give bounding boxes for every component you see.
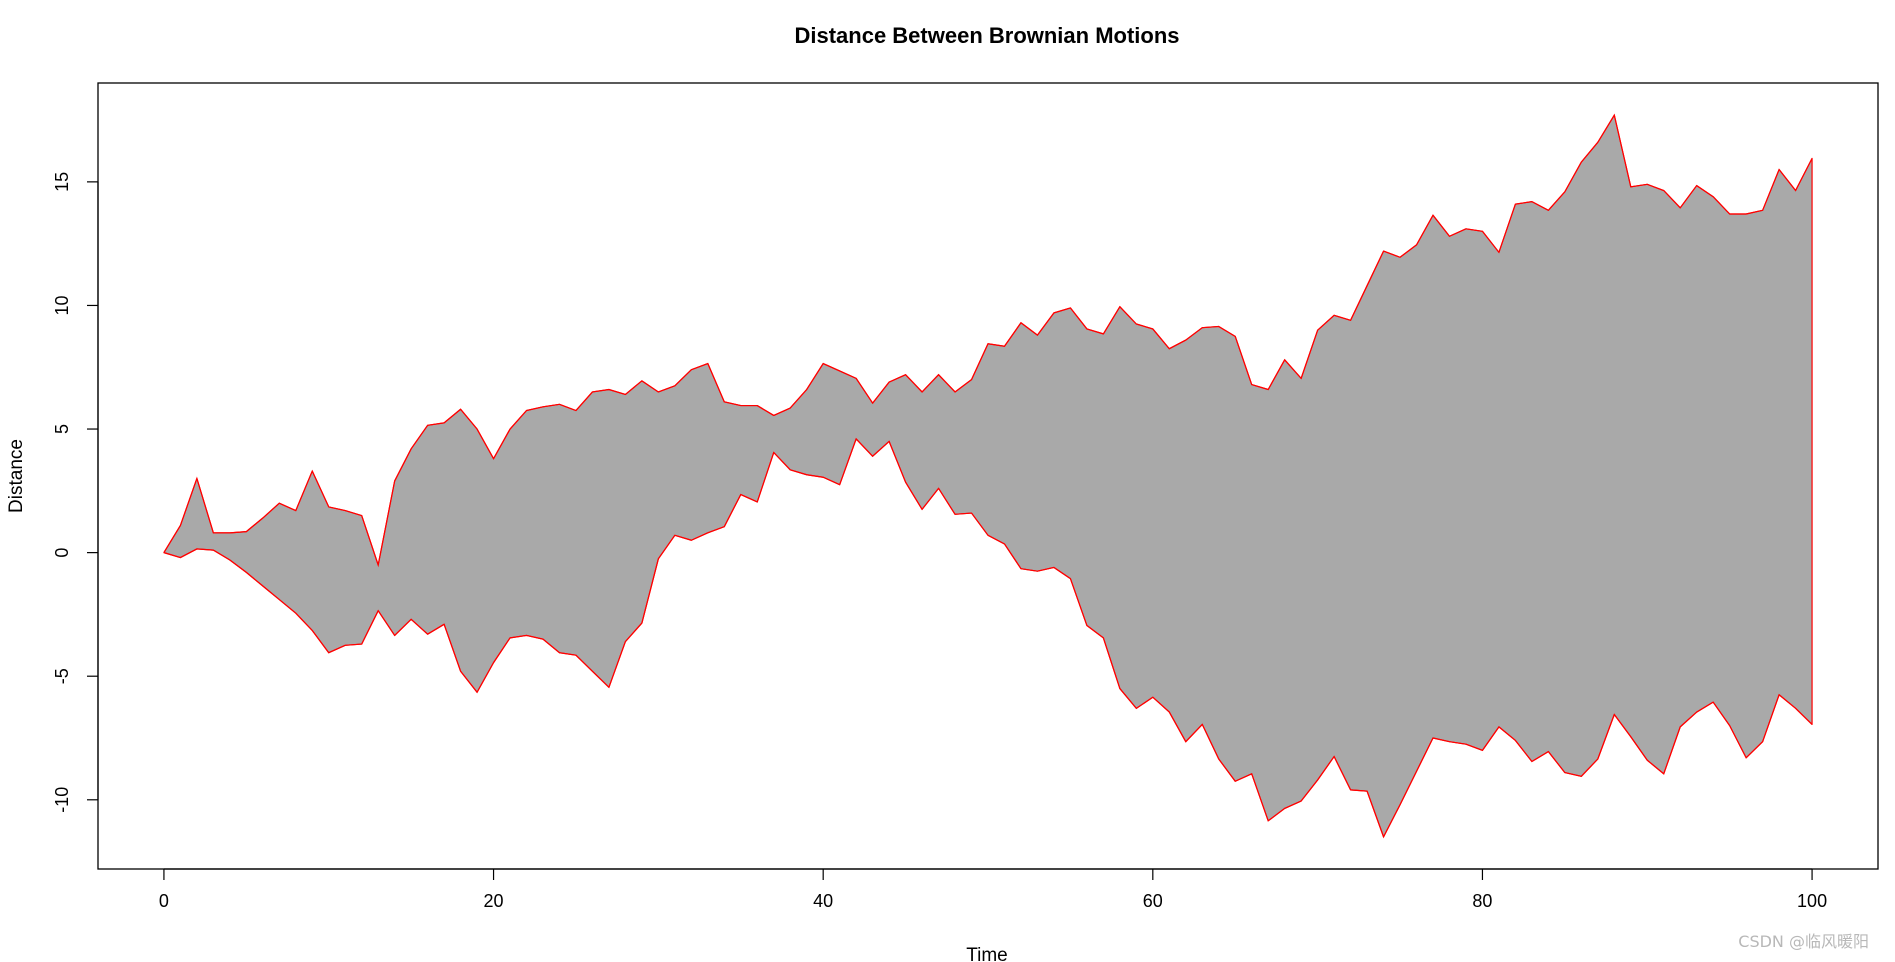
x-tick-label: 60 [1143,891,1163,911]
x-tick-label: 100 [1797,891,1827,911]
lower-boundary-line [163,437,1813,839]
x-tick-label: 20 [484,891,504,911]
y-tick-label: -5 [52,668,72,684]
x-tick-label: 0 [159,891,169,911]
x-tick-label: 40 [813,891,833,911]
upper-boundary-line [163,113,1813,568]
y-axis-label: Distance [6,439,27,513]
x-tick-label: 80 [1472,891,1492,911]
y-tick-label: -10 [52,787,72,813]
distance-band-area [163,114,1813,838]
y-axis: -10 -5 0 5 10 15 [52,172,99,813]
y-tick-label: 5 [52,424,72,434]
x-axis: 0 20 40 60 80 100 [159,868,1827,911]
area-layer [163,113,1813,839]
x-axis-label: Time [966,945,1008,962]
y-tick-label: 0 [52,548,72,558]
watermark-text: CSDN @临风暖阳 [1738,932,1869,951]
y-tick-label: 10 [52,295,72,315]
y-tick-label: 15 [52,172,72,192]
chart-title: Distance Between Brownian Motions [794,23,1179,48]
